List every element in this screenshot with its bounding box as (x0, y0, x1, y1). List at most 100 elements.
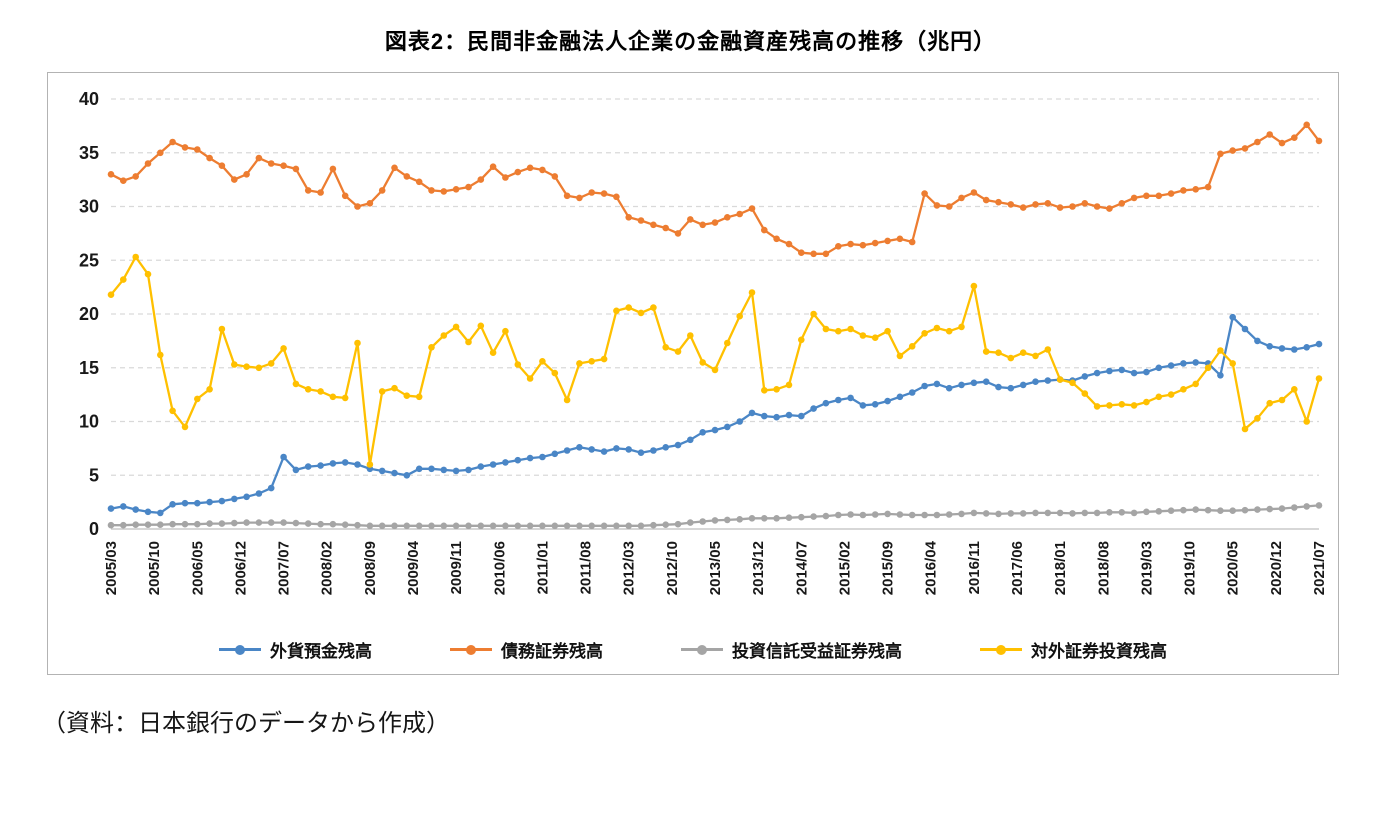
series-marker (329, 520, 337, 528)
series-marker (736, 418, 743, 425)
series-marker (157, 351, 164, 359)
y-axis-tick-label: 30 (79, 197, 99, 217)
series-marker (896, 352, 904, 360)
series-marker (1118, 366, 1126, 374)
series-marker (1217, 150, 1224, 158)
series-marker (477, 322, 485, 330)
series-marker (1204, 506, 1212, 514)
series-marker (292, 380, 300, 388)
x-axis-tick-label: 2016/04 (923, 540, 940, 595)
series-marker (798, 513, 805, 521)
series-marker (1143, 398, 1150, 406)
series-marker (859, 241, 867, 249)
series-marker (1266, 343, 1273, 350)
y-axis-tick-label: 35 (79, 143, 99, 163)
series-marker (810, 250, 817, 258)
series-marker (354, 339, 361, 347)
series-marker (181, 499, 189, 507)
x-axis-tick-label: 2020/12 (1268, 541, 1285, 595)
series-marker (1007, 201, 1015, 208)
series-marker (539, 166, 546, 174)
series-marker (206, 520, 213, 527)
series-marker (354, 203, 361, 210)
series-marker (822, 399, 830, 407)
series-marker (1315, 502, 1323, 509)
series-marker (181, 423, 189, 431)
series-marker (255, 364, 263, 372)
series-marker (1278, 139, 1286, 147)
series-marker (144, 270, 152, 278)
series-marker (107, 505, 115, 512)
series-marker (1180, 386, 1187, 393)
series-marker (502, 327, 509, 335)
series-marker (859, 511, 867, 519)
series-marker (1315, 340, 1323, 348)
series-marker (822, 250, 830, 258)
series-marker (933, 380, 941, 388)
series-marker (292, 519, 300, 527)
series-marker (945, 384, 953, 392)
series-marker (218, 520, 226, 527)
series-marker (563, 192, 571, 200)
series-marker (218, 325, 226, 333)
series-marker (391, 384, 398, 392)
series-marker (1019, 204, 1027, 211)
series-marker (539, 522, 546, 530)
series-marker (835, 243, 842, 250)
series-marker (1229, 360, 1236, 367)
series-marker (871, 511, 879, 518)
legend-item-0: 外貨預金残高 (219, 637, 372, 662)
series-marker (514, 456, 522, 464)
series-marker (662, 444, 669, 451)
series-marker (773, 515, 780, 522)
series-marker (933, 511, 941, 519)
series-marker (280, 519, 287, 526)
x-axis-tick-label: 2013/05 (707, 541, 724, 595)
series-marker (465, 466, 472, 474)
series-marker (982, 510, 990, 517)
series-marker (884, 510, 891, 518)
series-marker (600, 522, 608, 530)
series-marker (1217, 347, 1224, 354)
series-marker (847, 394, 854, 402)
series-marker (1118, 509, 1126, 516)
x-axis-tick-label: 2008/09 (362, 541, 379, 595)
chart-legend: 外貨預金残高 債務証券残高 投資信託受益証券残高 対外証券投資残高 (48, 637, 1338, 662)
series-marker (107, 291, 115, 298)
series-marker (1081, 390, 1089, 397)
series-marker (243, 171, 250, 178)
series-marker (1291, 386, 1298, 393)
series-marker (1315, 375, 1323, 382)
series-marker (1019, 381, 1027, 389)
series-marker (465, 338, 472, 346)
series-marker (292, 165, 300, 173)
series-marker (1044, 346, 1052, 353)
series-marker (773, 413, 780, 421)
series-marker (674, 348, 682, 355)
series-marker (428, 187, 435, 194)
series-marker (662, 344, 669, 351)
series-marker (822, 512, 830, 520)
series-marker (1130, 194, 1138, 202)
y-axis-tick-label: 0 (89, 519, 99, 539)
series-marker (699, 221, 706, 229)
legend-label: 対外証券投資残高 (1031, 642, 1167, 661)
series-marker (810, 513, 817, 520)
series-marker (1007, 384, 1015, 392)
series-marker (884, 327, 891, 335)
series-marker (871, 334, 879, 341)
series-marker (785, 411, 793, 419)
series-marker (563, 396, 571, 404)
x-axis-tick-label: 2012/10 (664, 541, 681, 595)
series-marker (341, 459, 349, 466)
series-marker (354, 461, 361, 468)
series-marker (489, 163, 497, 170)
series-marker (600, 448, 608, 455)
series-marker (1167, 190, 1175, 197)
series-marker (736, 210, 743, 218)
series-marker (785, 381, 793, 389)
series-marker (995, 349, 1002, 357)
series-marker (859, 402, 867, 409)
series-marker (588, 446, 595, 453)
series-marker (773, 386, 780, 393)
